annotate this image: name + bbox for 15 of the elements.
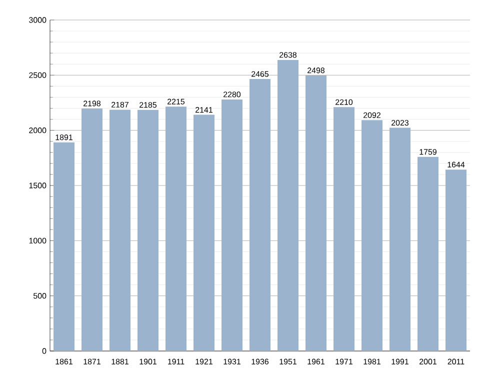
bar [110,110,130,351]
bar [418,156,439,351]
bar [250,79,271,351]
bar [54,142,74,351]
bar [390,128,411,351]
bar [278,60,299,351]
bar [222,99,243,351]
bar [82,108,102,351]
bar [194,114,215,351]
bar [166,106,187,351]
bar [138,110,158,351]
bar [334,107,355,351]
bar [362,120,383,351]
bar [306,75,327,351]
bar [446,170,467,351]
